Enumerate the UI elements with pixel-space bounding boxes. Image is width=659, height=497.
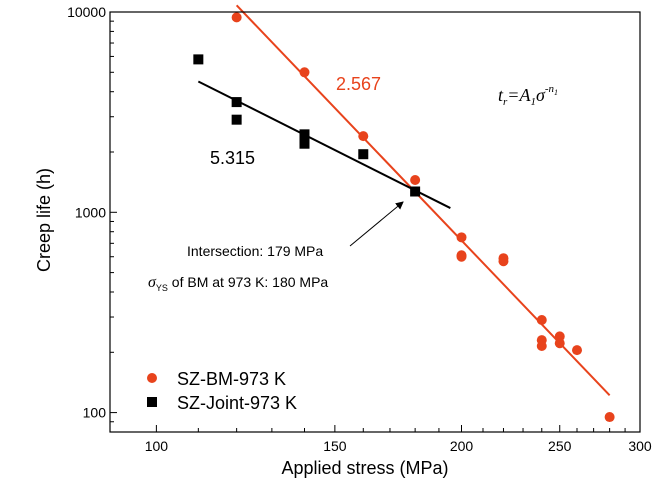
bm-slope-label: 2.567 bbox=[336, 74, 381, 94]
y-tick-label: 10000 bbox=[67, 4, 106, 20]
data-point-bm bbox=[358, 131, 369, 142]
data-point-bm bbox=[604, 412, 615, 423]
data-point-joint bbox=[231, 114, 242, 125]
data-point-bm bbox=[456, 232, 467, 243]
x-tick-label: 250 bbox=[548, 438, 572, 454]
intersection-arrow bbox=[349, 201, 404, 247]
creep-formula: tr=A1σ-n1 bbox=[498, 83, 558, 108]
fit-line-bm bbox=[235, 4, 611, 396]
data-point-bm bbox=[231, 12, 242, 23]
legend: SZ-BM-973 K SZ-Joint-973 K bbox=[147, 369, 297, 413]
y-tick-label: 100 bbox=[83, 405, 107, 421]
x-tick-label: 100 bbox=[145, 438, 169, 454]
data-point-bm bbox=[498, 256, 509, 267]
x-tick-label: 150 bbox=[323, 438, 347, 454]
data-point-bm bbox=[536, 341, 547, 352]
data-point-bm bbox=[410, 174, 421, 185]
data-point-joint bbox=[410, 186, 421, 197]
intersection-label: Intersection: 179 MPa bbox=[187, 243, 323, 259]
yield-stress-label: σYS of BM at 973 K: 180 MPa bbox=[148, 274, 328, 293]
y-tick-label: 1000 bbox=[75, 204, 106, 220]
x-tick-label: 200 bbox=[450, 438, 474, 454]
data-point-joint bbox=[231, 97, 242, 108]
x-axis-title: Applied stress (MPa) bbox=[281, 458, 448, 478]
data-point-bm bbox=[456, 251, 467, 262]
legend-marker-bm bbox=[147, 373, 157, 383]
data-point-joint bbox=[299, 129, 310, 140]
data-point-bm bbox=[554, 338, 565, 349]
data-point-joint bbox=[299, 138, 310, 149]
data-point-bm bbox=[299, 67, 310, 78]
data-point-bm bbox=[536, 314, 547, 325]
joint-slope-label: 5.315 bbox=[210, 148, 255, 168]
plot-frame bbox=[109, 11, 641, 433]
legend-label-bm: SZ-BM-973 K bbox=[177, 369, 286, 389]
data-point-joint bbox=[193, 54, 204, 65]
y-axis-title: Creep life (h) bbox=[34, 168, 54, 272]
x-tick-label: 300 bbox=[628, 438, 652, 454]
legend-label-joint: SZ-Joint-973 K bbox=[177, 393, 297, 413]
data-point-joint bbox=[358, 149, 369, 160]
legend-marker-joint bbox=[147, 397, 157, 407]
data-point-bm bbox=[572, 345, 583, 356]
